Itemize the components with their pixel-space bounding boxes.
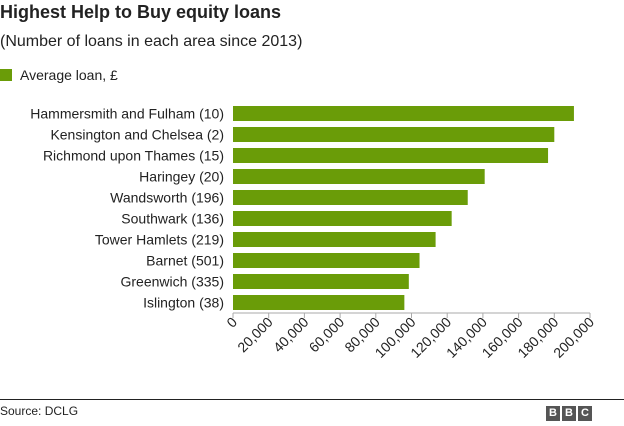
category-label: Haringey (20) [139, 169, 224, 185]
category-label: Southwark (136) [121, 211, 224, 227]
source-note: Source: DCLG [0, 404, 79, 418]
x-tick-label: 0 [223, 314, 240, 331]
x-tick-label: 200,000 [550, 314, 597, 361]
category-label: Kensington and Chelsea (2) [50, 127, 224, 143]
legend-label: Average loan, £ [20, 67, 118, 83]
bar [233, 106, 574, 121]
chart-subtitle: (Number of loans in each area since 2013… [0, 33, 303, 50]
bars-layer [233, 106, 574, 310]
chart-title: Highest Help to Buy equity loans [0, 2, 282, 22]
category-label: Greenwich (335) [121, 274, 225, 290]
bar [233, 127, 555, 142]
bar [233, 148, 549, 163]
bar [233, 169, 485, 184]
x-tick-label: 40,000 [270, 314, 312, 356]
category-label: Hammersmith and Fulham (10) [30, 106, 224, 122]
bar [233, 253, 420, 268]
category-label: Tower Hamlets (219) [95, 232, 224, 248]
bar [233, 232, 436, 247]
footer-divider [0, 399, 624, 400]
bbc-logo-letter: C [578, 406, 592, 421]
category-label: Richmond upon Thames (15) [43, 148, 224, 164]
bar [233, 295, 405, 310]
bar-chart: Hammersmith and Fulham (10) Kensington an… [30, 106, 597, 361]
category-label: Barnet (501) [146, 253, 224, 269]
bbc-logo: B B C [546, 406, 592, 421]
x-tick-label: 20,000 [234, 314, 276, 356]
bbc-logo-letter: B [562, 406, 576, 421]
bar [233, 274, 409, 289]
legend-swatch [0, 69, 12, 81]
category-label: Wandsworth (196) [110, 190, 224, 206]
x-tick-label: 60,000 [306, 314, 348, 356]
bar [233, 211, 452, 226]
legend: Average loan, £ [0, 67, 118, 83]
bar [233, 190, 468, 205]
category-labels: Hammersmith and Fulham (10) Kensington an… [30, 106, 224, 311]
bbc-logo-letter: B [546, 406, 560, 421]
category-label: Islington (38) [143, 295, 224, 311]
x-axis: 020,00040,00060,00080,000100,000120,0001… [223, 312, 597, 361]
